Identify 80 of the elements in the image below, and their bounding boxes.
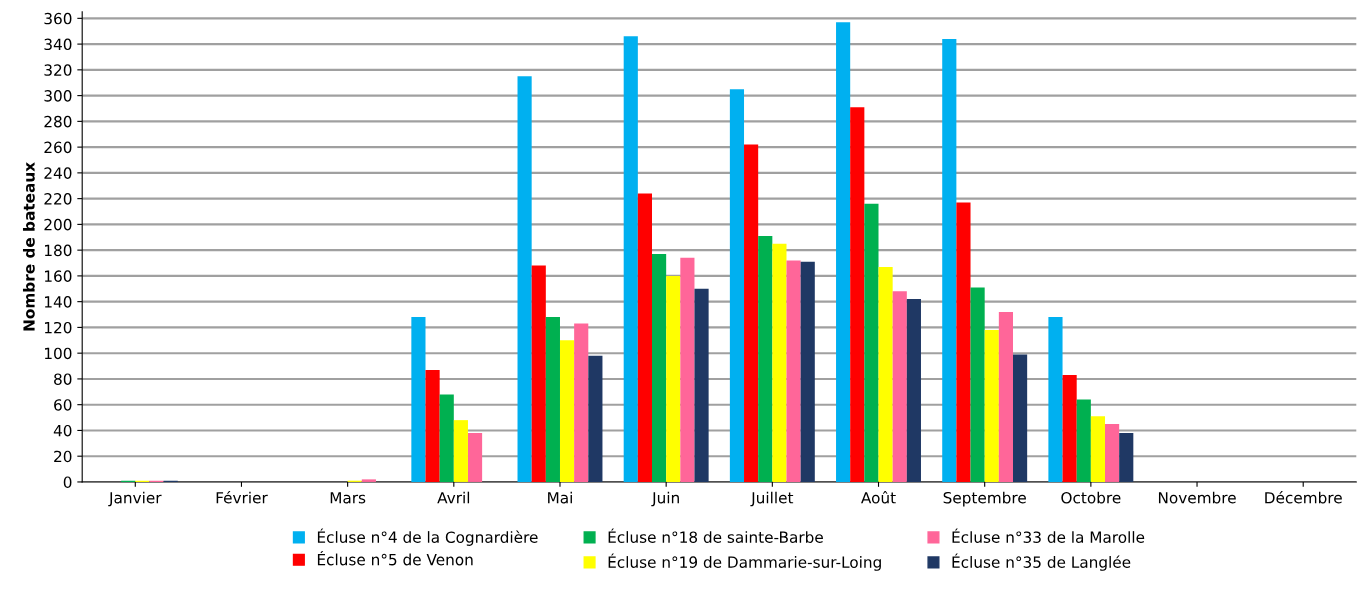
bar [411,317,426,482]
bar [772,243,787,482]
y-tick-label: 80 [54,373,72,385]
bar [1013,354,1028,482]
bar [956,202,971,482]
y-tick-label: 300 [44,90,72,102]
y-tick-label: 340 [44,38,72,51]
bar [666,275,681,482]
y-tick-label: 160 [44,270,72,282]
x-tick-label: Octobre [1061,491,1121,504]
y-tick-label: 320 [44,64,72,76]
legend-label: Écluse n°4 de la Cognardière [317,528,538,546]
bar [1076,399,1091,482]
bar [637,193,653,482]
bar [425,369,440,482]
bar [623,36,638,482]
y-tick-label: 360 [44,12,72,25]
legend-label: Écluse n°33 de la Marolle [952,528,1145,543]
bar [517,76,532,482]
bar [467,433,483,482]
y-tick-label: 220 [44,193,72,205]
x-tick-label: Janvier [108,491,162,507]
x-tick-label: Août [861,491,896,504]
bar [1119,433,1134,482]
bar [439,394,454,482]
bar [906,299,921,482]
bar [1090,416,1106,482]
x-tick-label: Septembre [943,491,1026,507]
bar [850,107,865,482]
bar [1105,424,1120,482]
bar [1048,317,1063,482]
y-axis-title: Nombre de bateaux [22,162,35,331]
y-tick-label: 0 [63,476,72,488]
legend-label: Écluse n°35 de Langlée [952,553,1131,571]
bar [984,329,999,482]
bar [998,311,1013,482]
x-tick-label: Avril [437,491,470,504]
bar [574,323,589,482]
y-tick-label: 120 [44,321,72,334]
bar [559,340,575,482]
bar [652,254,667,482]
bar [453,420,468,482]
x-tick-label: Juin [651,491,679,507]
bar [836,22,851,482]
bar [786,260,801,482]
bar [531,265,546,482]
y-tick-label: 40 [53,424,72,437]
y-tick-label: 260 [44,141,72,154]
x-tick-label: Mai [548,491,572,504]
bar [361,479,376,482]
y-tick-label: 20 [54,450,72,463]
bar [545,317,560,482]
bar [942,38,957,482]
bar [694,288,709,482]
x-tick-label: Décembre [1265,491,1342,504]
x-tick-label: Novembre [1158,491,1236,504]
bar [588,355,603,482]
bar [1062,375,1077,482]
x-tick-label: Mars [330,492,366,504]
legend-label: Écluse n°5 de Venon [317,551,473,566]
bar [758,235,773,482]
x-tick-label: Février [216,491,268,504]
bar [970,287,985,482]
bar [680,257,695,482]
x-tick-label: Juillet [750,491,794,507]
y-tick-label: 280 [44,115,72,128]
bar [744,144,759,482]
legend-label: Écluse n°18 de sainte-Barbe [608,528,823,543]
legend-label: Écluse n°19 de Dammarie-sur-Loing [608,553,881,571]
bar [729,89,745,482]
bar [800,261,815,482]
y-tick-label: 200 [44,218,72,231]
bar [878,266,893,482]
y-tick-label: 140 [44,296,72,308]
bar [892,291,907,482]
y-tick-label: 60 [54,399,72,411]
bar [864,203,879,482]
y-tick-label: 100 [44,347,72,360]
y-tick-label: 240 [44,167,72,179]
y-tick-label: 180 [44,244,72,257]
